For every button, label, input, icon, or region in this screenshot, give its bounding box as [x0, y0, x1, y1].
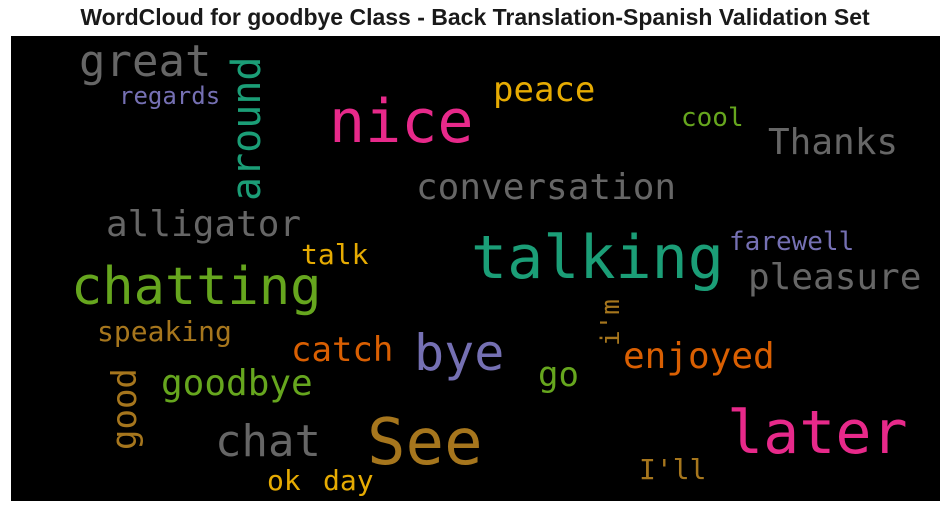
cloud-background — [11, 36, 940, 501]
word-great: great — [79, 36, 211, 87]
word-regards: regards — [119, 82, 220, 110]
word-cool: cool — [681, 103, 744, 133]
word-speaking: speaking — [97, 315, 232, 348]
word-pleasure: pleasure — [748, 257, 921, 298]
word-chatting: chatting — [71, 257, 321, 317]
word-i-ll: I'll — [639, 453, 706, 486]
chart-title: WordCloud for goodbye Class - Back Trans… — [80, 4, 870, 30]
word-catch: catch — [291, 330, 393, 370]
word-conversation: conversation — [416, 167, 676, 208]
word-day: day — [323, 464, 374, 497]
word-go: go — [538, 355, 579, 395]
word-talk: talk — [301, 238, 369, 271]
word-nice: nice — [329, 87, 474, 157]
word-i-m: i'm — [596, 299, 626, 346]
word-thanks: Thanks — [768, 122, 898, 163]
word-ok: ok — [267, 464, 301, 497]
word-farewell: farewell — [729, 227, 854, 257]
word-talking: talking — [471, 223, 724, 293]
word-good: good — [105, 368, 145, 450]
word-goodbye: goodbye — [161, 363, 313, 404]
word-peace: peace — [493, 70, 595, 110]
word-later: later — [727, 398, 908, 468]
word-cloud: great regards around nice peace cool Thanks con… — [11, 36, 940, 501]
word-enjoyed: enjoyed — [623, 336, 775, 377]
word-alligator: alligator — [106, 204, 301, 245]
word-see: See — [367, 406, 483, 480]
word-bye: bye — [414, 324, 504, 382]
word-around: around — [224, 57, 270, 202]
word-chat: chat — [215, 416, 321, 467]
